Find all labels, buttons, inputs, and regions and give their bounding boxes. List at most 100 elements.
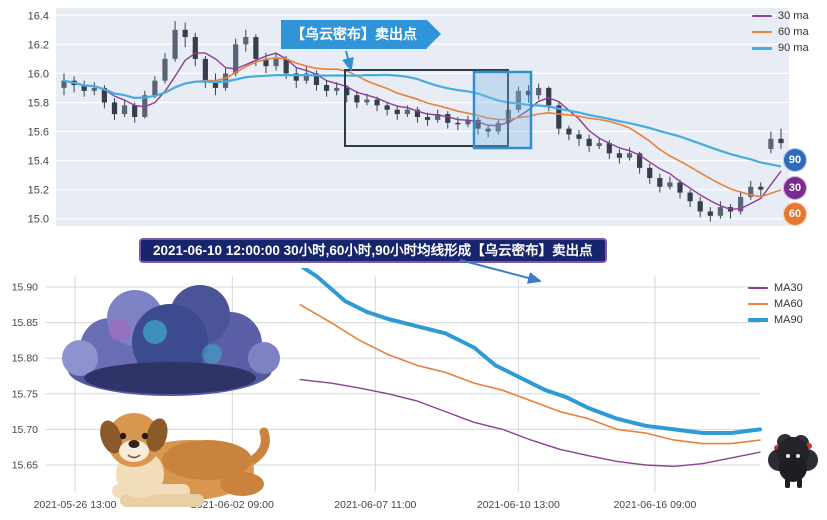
top-chart-legend: 30 ma 60 ma 90 ma — [752, 10, 809, 58]
series-line-MA30 — [299, 378, 761, 468]
ma-badge-60: 60 — [783, 202, 807, 226]
legend-label: 90 ma — [778, 42, 809, 54]
highlight-box-blue — [472, 70, 533, 150]
top-y-tick-label: 16.2 — [28, 39, 49, 51]
candle — [384, 105, 390, 110]
candle — [586, 138, 592, 147]
candle — [243, 37, 249, 45]
candle — [596, 143, 602, 147]
candle — [313, 73, 320, 86]
candle — [455, 122, 461, 125]
candle — [283, 58, 289, 74]
candle — [626, 153, 633, 158]
candle — [758, 186, 764, 190]
storm-cloud-illustration — [62, 285, 280, 396]
candle — [202, 58, 208, 81]
bottom-x-tick-label: 2021-06-10 13:00 — [477, 499, 560, 511]
legend-swatch-icon — [748, 318, 768, 322]
legend-swatch-icon — [748, 287, 768, 289]
bottom-y-tick-label: 15.65 — [12, 460, 38, 472]
candle — [515, 90, 522, 110]
candle — [435, 114, 441, 120]
candle — [667, 182, 673, 187]
dog-illustration — [100, 413, 270, 507]
legend-swatch-icon — [752, 15, 772, 17]
candle — [576, 134, 582, 139]
candle — [475, 119, 481, 129]
candle — [364, 99, 370, 103]
candle — [546, 87, 552, 106]
top-chart: 16.4 16.2 16.0 15.8 15.6 15.4 15.2 15.0 【乌云密布】卖… — [0, 0, 827, 234]
candle — [182, 29, 188, 38]
candle — [748, 186, 754, 197]
legend-swatch-icon — [752, 31, 772, 33]
legend-item-90-ma[interactable]: 90 ma — [752, 42, 809, 54]
candle — [172, 29, 178, 59]
candle — [121, 105, 128, 115]
callout-pointer-arrow-icon — [342, 50, 354, 72]
ma-badge-30: 30 — [783, 176, 807, 200]
candle — [566, 128, 572, 135]
candle — [101, 87, 107, 103]
legend-item-ma30[interactable]: MA30 — [748, 282, 803, 294]
top-y-tick-label: 15.8 — [28, 97, 49, 109]
callout-text: 【乌云密布】卖出点 — [291, 26, 417, 42]
legend-label: MA30 — [774, 282, 803, 294]
top-y-tick-label: 16.4 — [28, 10, 49, 22]
legend-label: 60 ma — [778, 26, 809, 38]
candle — [606, 143, 612, 154]
candle — [707, 211, 713, 216]
candle — [738, 196, 744, 212]
candle — [91, 87, 97, 91]
top-y-tick-label: 15.2 — [28, 185, 49, 197]
dark-cloud-callout: 【乌云密布】卖出点 — [281, 20, 441, 49]
candle — [687, 192, 693, 202]
candle — [303, 73, 309, 81]
bottom-y-tick-label: 15.75 — [12, 388, 38, 400]
bottom-x-tick-label: 2021-06-07 11:00 — [334, 499, 416, 511]
candle — [212, 80, 219, 88]
candle — [394, 109, 400, 115]
candle — [323, 85, 330, 91]
event-banner-text: 2021-06-10 12:00:00 30小时,60小时,90小时均线形成【乌… — [153, 243, 593, 258]
candle — [697, 201, 703, 212]
candle — [414, 109, 421, 117]
top-y-tick-label: 16.0 — [28, 68, 49, 80]
candle — [192, 37, 198, 59]
candle — [616, 153, 623, 158]
series-line-MA90 — [300, 268, 762, 435]
candle — [637, 153, 643, 168]
candle — [404, 109, 410, 115]
bottom-y-tick-label: 15.70 — [12, 424, 38, 436]
candle — [81, 85, 87, 91]
legend-swatch-icon — [748, 303, 768, 305]
candle — [344, 87, 350, 96]
candle — [354, 95, 360, 103]
top-y-tick-label: 15.0 — [28, 214, 49, 226]
ma-line-30ma — [63, 52, 782, 211]
legend-item-60-ma[interactable]: 60 ma — [752, 26, 809, 38]
bottom-x-tick-label: 2021-06-16 09:00 — [613, 499, 696, 511]
event-banner: 2021-06-10 12:00:00 30小时,60小时,90小时均线形成【乌… — [139, 238, 607, 263]
candle — [465, 119, 471, 125]
candle — [111, 102, 118, 115]
candle — [334, 87, 340, 91]
candle — [61, 80, 67, 88]
ma-line-90ma — [63, 73, 782, 168]
legend-label: MA60 — [774, 298, 803, 310]
bottom-x-tick-label: 2021-05-26 13:00 — [34, 499, 117, 511]
highlight-box-dark — [344, 69, 509, 147]
candle — [253, 37, 259, 59]
dark-cloud-creature-illustration — [768, 434, 818, 488]
legend-item-ma60[interactable]: MA60 — [748, 298, 803, 310]
callout-arrow-right-icon — [427, 20, 441, 48]
legend-item-ma90[interactable]: MA90 — [748, 314, 803, 326]
legend-swatch-icon — [752, 46, 772, 50]
candle — [657, 178, 663, 187]
legend-item-30-ma[interactable]: 30 ma — [752, 10, 809, 22]
candle — [293, 73, 299, 81]
candle — [778, 138, 784, 144]
candle — [677, 182, 683, 193]
candle — [424, 117, 431, 120]
